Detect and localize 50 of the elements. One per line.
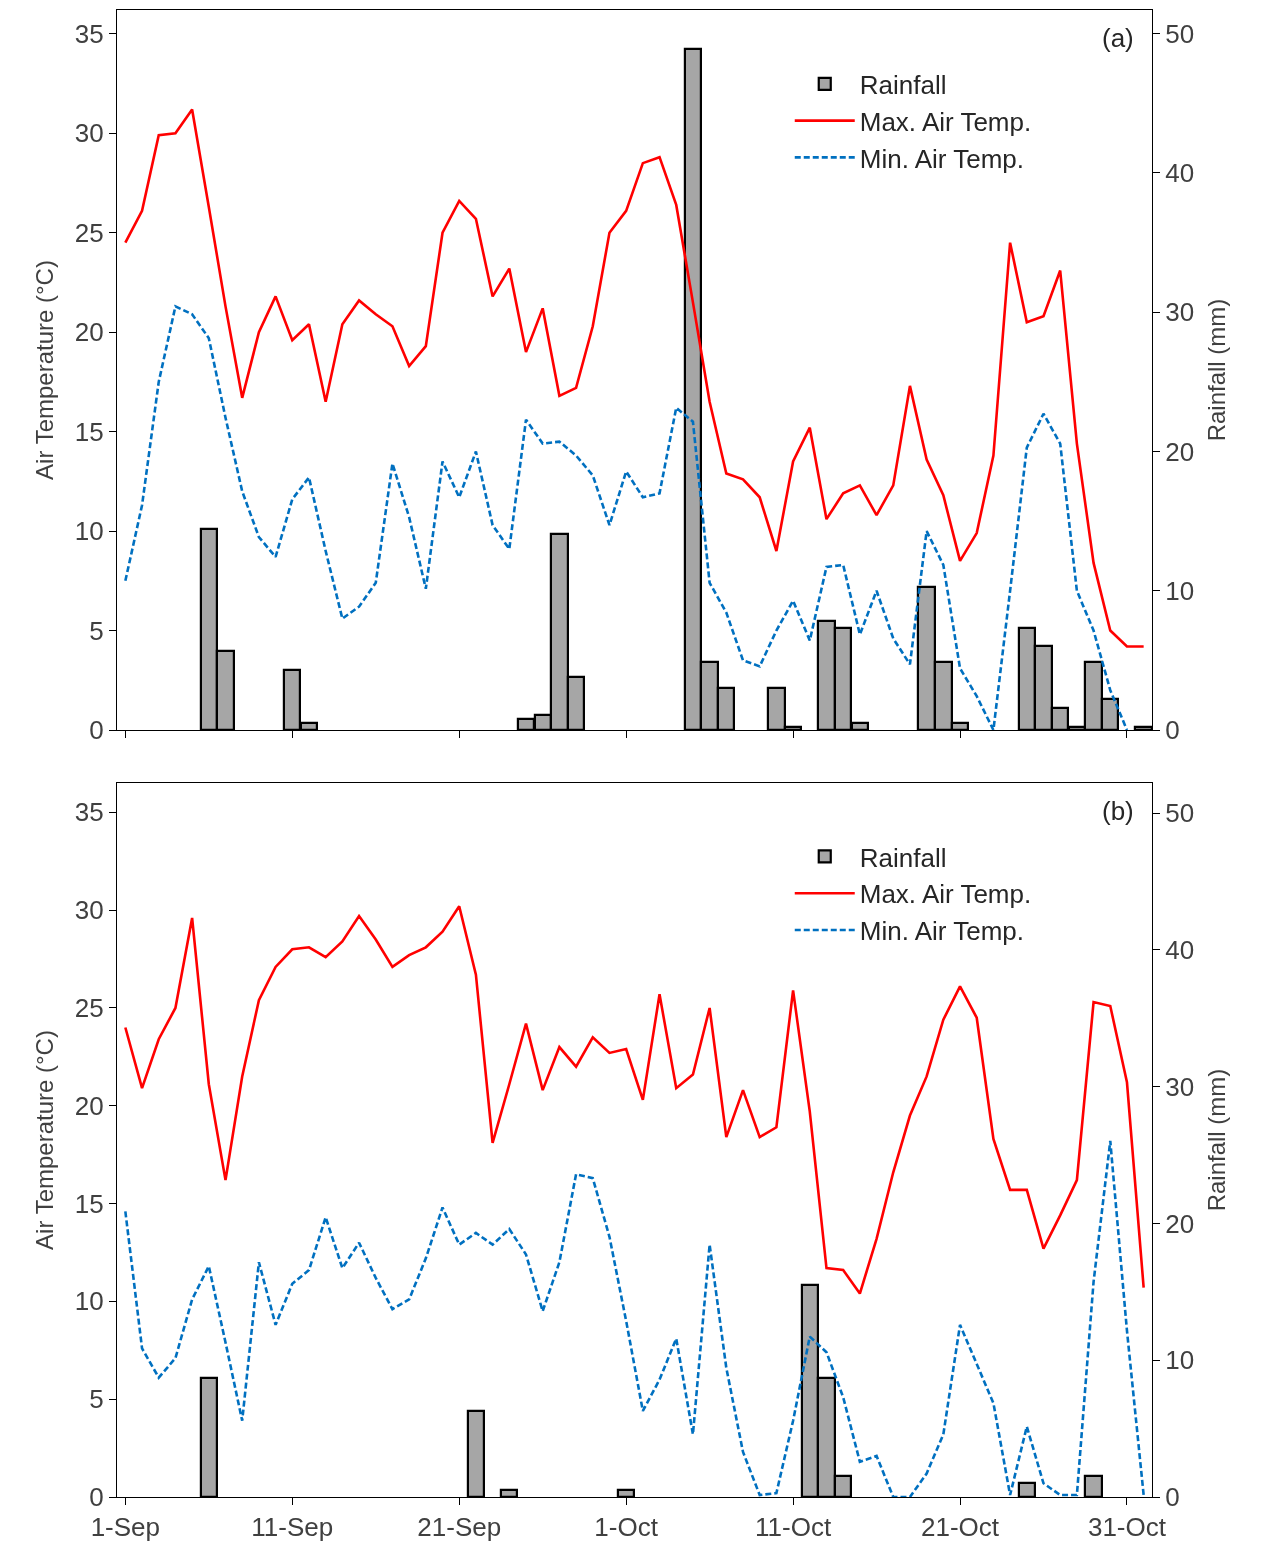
y-tick-label: 0 xyxy=(89,715,104,746)
x-tick-label: 21-Oct xyxy=(921,1512,1000,1543)
y-tick-label: 5 xyxy=(89,1384,104,1415)
legend-label: Min. Air Temp. xyxy=(859,916,1024,947)
y2-tick-label: 20 xyxy=(1165,1208,1195,1239)
x-tick-label: 11-Sep xyxy=(251,1512,334,1543)
line-series xyxy=(124,108,1145,648)
annotation: (a) xyxy=(1102,23,1134,53)
x-tick-label: 1-Oct xyxy=(594,1512,659,1543)
y-tick-label: 30 xyxy=(74,895,104,926)
y2-tick-label: 30 xyxy=(1165,297,1195,328)
y2-tick-label: 50 xyxy=(1165,798,1195,829)
annotation: (b) xyxy=(1102,796,1134,826)
x-tick-label: 31-Oct xyxy=(1087,1512,1167,1543)
legend-label: Rainfall xyxy=(859,842,947,873)
y2-tick-label: 30 xyxy=(1165,1071,1195,1102)
y-axis-title: Air Temperature (°C) xyxy=(30,1030,58,1250)
y-tick-label: 35 xyxy=(74,18,104,49)
y2-tick-label: 50 xyxy=(1165,18,1195,49)
y2-tick-label: 10 xyxy=(1165,575,1195,606)
y-tick-label: 25 xyxy=(74,217,104,248)
x-tick-label: 1-Sep xyxy=(90,1512,161,1543)
x-tick-label: 11-Oct xyxy=(755,1512,832,1543)
legend-label: Min. Air Temp. xyxy=(859,143,1024,174)
line-series xyxy=(124,1139,1145,1497)
y-tick-label: 25 xyxy=(74,993,104,1024)
y2-tick-label: 40 xyxy=(1165,158,1195,189)
y-tick-label: 10 xyxy=(74,516,104,547)
y2-tick-label: 10 xyxy=(1165,1345,1195,1376)
y-tick-label: 10 xyxy=(74,1286,104,1317)
legend-label: Max. Air Temp. xyxy=(859,106,1032,137)
y2-tick-label: 40 xyxy=(1165,934,1195,965)
line-series xyxy=(124,305,1129,730)
y-tick-label: 20 xyxy=(74,1090,104,1121)
y-tick-label: 35 xyxy=(74,797,104,828)
x-tick-label: 21-Sep xyxy=(417,1512,502,1543)
y2-axis-title: Rainfall (mm) xyxy=(1202,1068,1230,1212)
y-tick-label: 30 xyxy=(74,118,104,149)
y-tick-label: 15 xyxy=(74,416,104,447)
legend-label: Max. Air Temp. xyxy=(859,879,1032,910)
y-tick-label: 5 xyxy=(89,615,104,646)
y-tick-label: 15 xyxy=(74,1188,104,1219)
y2-tick-label: 0 xyxy=(1165,1482,1180,1513)
y-axis-title: Air Temperature (°C) xyxy=(30,260,58,480)
y-tick-label: 20 xyxy=(74,317,104,348)
y2-axis-title: Rainfall (mm) xyxy=(1202,298,1230,442)
y2-tick-label: 20 xyxy=(1165,436,1195,467)
y2-tick-label: 0 xyxy=(1165,715,1180,746)
legend-label: Rainfall xyxy=(859,69,947,100)
y-tick-label: 0 xyxy=(89,1482,104,1513)
